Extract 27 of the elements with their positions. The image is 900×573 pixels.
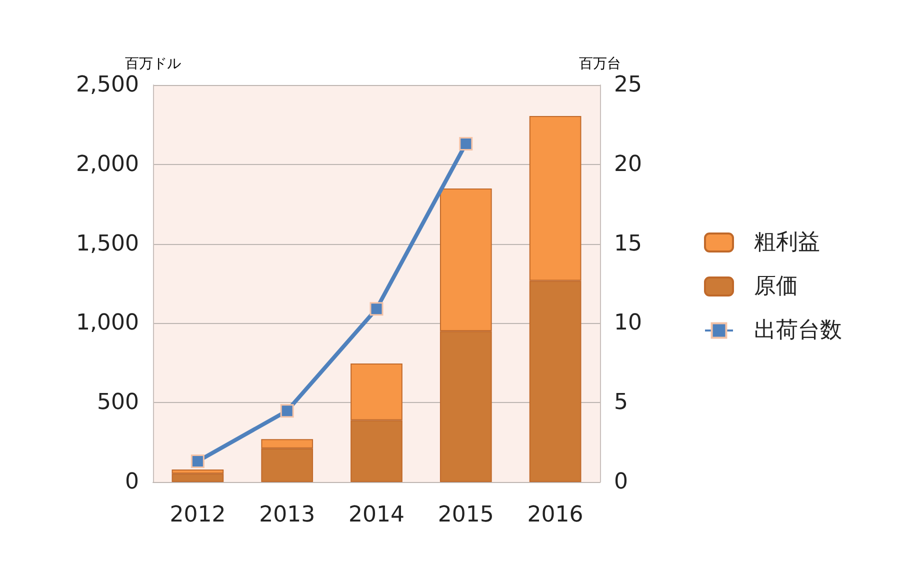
x-tick-label: 2015	[438, 502, 494, 528]
point	[459, 137, 473, 151]
y-tick-label: 2,500	[76, 72, 139, 98]
x-tick-label: 2016	[527, 502, 584, 528]
y-tick-label: 0	[125, 470, 139, 494]
legend-label: 原価	[754, 274, 798, 299]
x-tick-label: 2013	[259, 502, 316, 528]
point	[370, 302, 384, 316]
bar	[172, 474, 224, 482]
y2-tick-label: 5	[614, 390, 628, 416]
legend-label: 粗利益	[754, 230, 820, 255]
y-tick-label: 2,000	[76, 152, 139, 177]
y2-tick-label: 20	[614, 152, 642, 177]
x-tick-label: 2012	[170, 502, 226, 528]
point	[190, 454, 204, 468]
y-axis-title: 百万ドル	[125, 56, 181, 72]
y2-axis-title: 百万台	[579, 56, 621, 72]
point	[280, 404, 294, 418]
x-tick-label: 2014	[348, 502, 404, 528]
y2-tick-label: 25	[614, 72, 642, 98]
y2-tick-label: 0	[614, 470, 628, 494]
y2-tick-label: 10	[614, 310, 642, 336]
legend-label: 出荷台数	[754, 318, 842, 343]
y-tick-label: 500	[97, 390, 139, 416]
y-tick-label: 1,500	[76, 231, 139, 256]
y2-tick-label: 15	[614, 231, 642, 256]
y-tick-label: 1,000	[76, 310, 139, 336]
